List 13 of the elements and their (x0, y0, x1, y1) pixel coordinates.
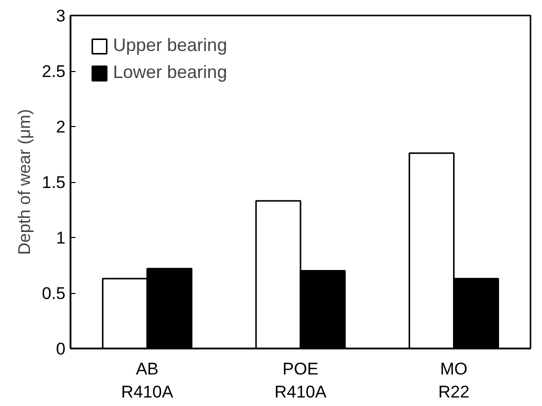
y-tick-label: 2.5 (42, 62, 66, 81)
y-tick-label: 3 (56, 6, 66, 26)
legend-label: Upper bearing (113, 35, 228, 56)
y-tick-label: 1 (56, 228, 66, 248)
y-axis-title: Depth of wear (μm) (14, 109, 34, 255)
y-tick-label: 2 (56, 118, 66, 136)
x-tick-label: AB R410A (121, 360, 174, 402)
y-tick-label: 0 (56, 340, 66, 358)
legend-label: Lower bearing (113, 62, 228, 83)
y-tick-label: 1.5 (42, 173, 66, 192)
y-tick-label: 0.5 (42, 284, 66, 303)
x-tick-label: POE R410A (274, 360, 328, 402)
x-tick-label: MO R22 (438, 360, 470, 402)
